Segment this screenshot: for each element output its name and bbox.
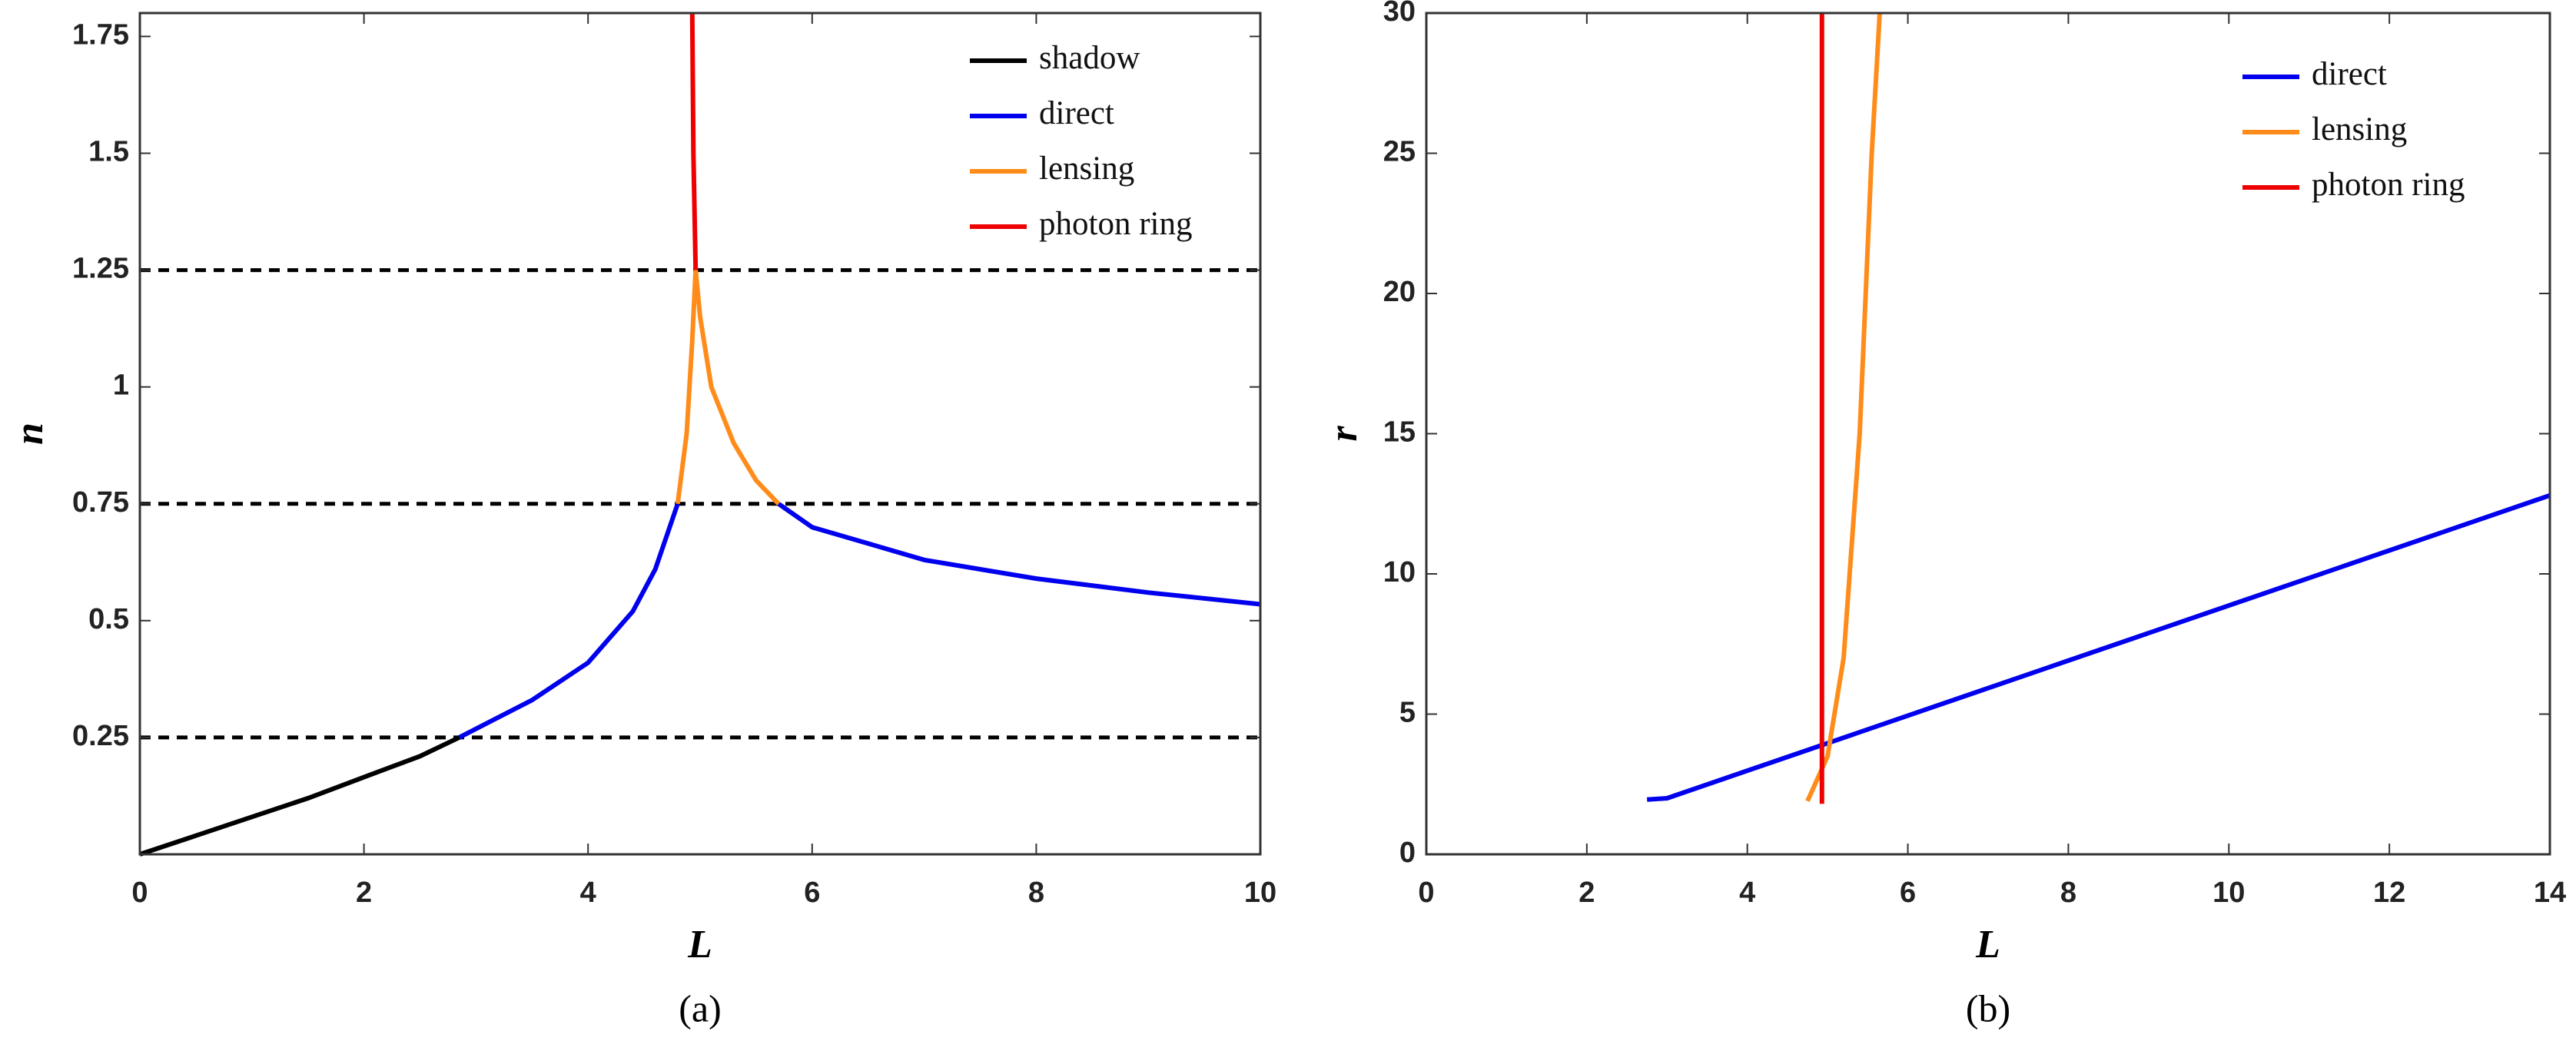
x-tick-label: 10 xyxy=(1244,877,1276,909)
x-tick-label: 6 xyxy=(804,877,820,909)
x-tick-label: 12 xyxy=(2373,877,2405,909)
y-tick-label: 0.25 xyxy=(72,720,129,752)
y-axis-label: r xyxy=(1322,426,1366,442)
series-line xyxy=(139,735,460,857)
y-tick-label: 15 xyxy=(1383,416,1416,449)
y-tick-label: 25 xyxy=(1383,136,1416,168)
y-tick-label: 1 xyxy=(113,370,129,402)
legend-label: lensing xyxy=(2312,111,2407,148)
y-tick-label: 0 xyxy=(1399,837,1416,869)
y-tick-label: 0.75 xyxy=(72,486,129,519)
series-line xyxy=(1805,12,1882,802)
y-tick-label: 0.5 xyxy=(88,603,129,635)
legend-label: direct xyxy=(2312,56,2387,92)
y-tick-label: 1.25 xyxy=(72,253,129,285)
legend-label: photon ring xyxy=(2312,167,2465,203)
x-tick-label: 8 xyxy=(2060,877,2076,909)
caption: (a) xyxy=(679,986,722,1029)
y-tick-label: 1.5 xyxy=(88,136,129,168)
y-tick-label: 1.75 xyxy=(72,18,129,51)
series-line xyxy=(675,270,781,506)
caption: (b) xyxy=(1966,986,2010,1029)
x-tick-label: 0 xyxy=(131,877,148,909)
x-tick-label: 8 xyxy=(1028,877,1044,909)
series-line xyxy=(1646,492,2551,802)
x-tick-label: 14 xyxy=(2534,877,2566,909)
x-tick-label: 2 xyxy=(356,877,372,909)
x-axis-label: L xyxy=(1975,923,2000,966)
legend-label: shadow xyxy=(1039,40,1140,76)
y-tick-label: 10 xyxy=(1383,556,1416,588)
y-tick-label: 30 xyxy=(1383,0,1416,28)
legend-label: photon ring xyxy=(1039,206,1192,242)
series-line xyxy=(458,502,1261,740)
plot-frame xyxy=(1425,12,2551,856)
y-axis-label: n xyxy=(8,423,51,445)
y-tick-label: 20 xyxy=(1383,276,1416,308)
series-line xyxy=(689,12,699,270)
plot-frame xyxy=(138,12,1262,856)
legend-label: lensing xyxy=(1039,151,1134,187)
x-tick-label: 2 xyxy=(1578,877,1595,909)
x-tick-label: 4 xyxy=(580,877,596,909)
y-tick-label: 5 xyxy=(1399,697,1416,729)
x-tick-label: 6 xyxy=(1900,877,1916,909)
x-tick-label: 4 xyxy=(1739,877,1755,909)
x-tick-label: 10 xyxy=(2213,877,2245,909)
x-tick-label: 0 xyxy=(1418,877,1434,909)
legend-label: direct xyxy=(1039,95,1114,131)
x-axis-label: L xyxy=(687,923,712,966)
